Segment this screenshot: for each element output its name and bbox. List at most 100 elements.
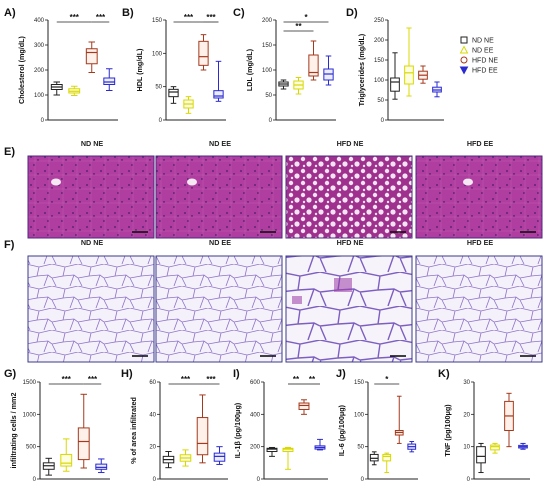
- panel-label-h: H): [121, 368, 133, 380]
- y-tick-label: 50: [155, 85, 162, 91]
- box-iqr: [198, 40, 209, 66]
- vessel: [463, 178, 473, 186]
- box-hfd-ne: [196, 394, 209, 464]
- box-nd-ne: [50, 81, 63, 96]
- box-hfd-ee: [95, 458, 108, 474]
- image-tile: [155, 155, 283, 239]
- box-hfd-ee: [213, 60, 224, 102]
- y-axis-label: Cholesterol (mg/dL): [17, 35, 26, 103]
- y-tick-label: 100: [34, 93, 45, 99]
- y-tick-label: 0: [381, 118, 385, 124]
- box-iqr: [490, 444, 500, 451]
- y-tick-label: 50: [377, 98, 384, 104]
- image-title: ND EE: [209, 139, 231, 148]
- box-hfd-ne: [504, 392, 514, 448]
- legend-item: HFD EE: [459, 66, 498, 75]
- y-tick-label: 60: [149, 380, 156, 386]
- y-axis-label: infiltrating cells / mm2: [9, 393, 18, 469]
- y-tick-label: 0: [153, 477, 157, 483]
- y-tick-label: 150: [152, 18, 163, 24]
- box-hfd-ee: [432, 81, 442, 98]
- y-tick-label: 150: [354, 380, 365, 386]
- box-hfd-ee: [407, 440, 417, 453]
- box-iqr: [85, 48, 98, 65]
- infiltrate: [334, 278, 352, 292]
- y-tick-label: 0: [361, 477, 365, 483]
- y-tick-label: 500: [26, 445, 37, 451]
- y-axis-label: TNF (pg/100μg): [443, 404, 452, 457]
- box-iqr: [404, 65, 414, 85]
- box-hfd-ne: [394, 395, 404, 444]
- chart-panel-g: G) 0 500 1000 1500 infiltrating cells / mm2 **…: [4, 368, 110, 483]
- box-iqr: [308, 54, 319, 77]
- panel-label-k: K): [438, 368, 450, 380]
- box-iqr: [298, 402, 310, 410]
- box-nd-ee: [60, 438, 73, 472]
- box-nd-ne: [162, 451, 175, 469]
- y-axis-label: IL-1β (pg/100μg): [233, 402, 242, 458]
- box-nd-ne: [476, 442, 486, 474]
- box-nd-ee: [282, 446, 294, 470]
- panel-label-c: C): [233, 7, 245, 19]
- legend-marker: [459, 45, 469, 54]
- image-title: HFD EE: [467, 139, 494, 148]
- y-tick-label: 50: [265, 93, 272, 99]
- box-iqr: [168, 88, 179, 98]
- legend-marker: [460, 36, 468, 44]
- box-iqr: [196, 417, 209, 456]
- histology-image: [155, 155, 283, 239]
- y-tick-label: 300: [34, 43, 45, 49]
- histology-image: [415, 255, 543, 363]
- y-tick-label: 200: [250, 445, 261, 451]
- image-title: ND NE: [81, 139, 104, 148]
- y-tick-label: 1500: [23, 380, 37, 386]
- box-iqr: [476, 446, 486, 464]
- y-tick-label: 150: [374, 58, 385, 64]
- box-iqr: [95, 463, 108, 470]
- panel-label-j: J): [336, 368, 346, 380]
- y-tick-label: 0: [257, 477, 261, 483]
- chart-panel-d: D) 0 50 100 150 200 250 Triglycerides (mg/dL): [346, 7, 444, 124]
- legend-label: HFD EE: [472, 68, 498, 75]
- y-tick-label: 0: [467, 477, 471, 483]
- box-nd-ne: [42, 457, 55, 476]
- vessel: [51, 178, 61, 186]
- image-title: HFD NE: [337, 238, 364, 247]
- box-nd-ne: [390, 52, 400, 100]
- legend-item: HFD NE: [460, 56, 498, 65]
- panel-label-g: G): [4, 368, 17, 380]
- box-nd-ee: [179, 449, 192, 467]
- y-axis-label: Triglycerides (mg/dL): [357, 33, 366, 106]
- box-iqr: [213, 90, 224, 99]
- legend-label: ND EE: [472, 48, 494, 55]
- chart-panel-c: C) 0 50 100 150 200 LDL (mg/dL) ***: [233, 7, 336, 124]
- y-tick-label: 20: [149, 445, 156, 451]
- y-tick-label: 50: [357, 445, 364, 451]
- legend-label: HFD NE: [472, 58, 498, 65]
- image-tile: [285, 255, 413, 363]
- box-hfd-ee: [323, 55, 334, 86]
- significance-label: ***: [206, 13, 216, 22]
- y-axis-label: IL-6 (pg/100μg): [337, 404, 346, 456]
- significance-label: *: [304, 13, 308, 22]
- chart-panel-h: H) 0 20 40 60 % of area infiltrated *** ***: [121, 368, 228, 483]
- y-tick-label: 10: [463, 445, 470, 451]
- y-axis-label: % of area infiltrated: [129, 397, 138, 464]
- image-tile: [155, 255, 283, 363]
- significance-label: **: [295, 22, 302, 31]
- box-nd-ne: [168, 86, 179, 104]
- box-nd-ee: [293, 77, 304, 95]
- histology-image: [285, 255, 413, 363]
- legend-marker: [460, 56, 468, 64]
- y-tick-label: 400: [34, 18, 45, 24]
- image-title: ND EE: [209, 238, 231, 247]
- box-iqr: [266, 447, 278, 453]
- chart-panel-i: I) 0 200 400 600 IL-1β (pg/100μg) ** **: [233, 368, 328, 483]
- box-hfd-ee: [213, 446, 226, 465]
- histology-image: [27, 255, 155, 363]
- significance-label: *: [385, 375, 389, 384]
- chart-panel-j: J) 0 50 100 150 IL-6 (pg/100μg) *: [336, 368, 418, 483]
- box-iqr: [390, 77, 400, 92]
- significance-label: ***: [206, 375, 216, 384]
